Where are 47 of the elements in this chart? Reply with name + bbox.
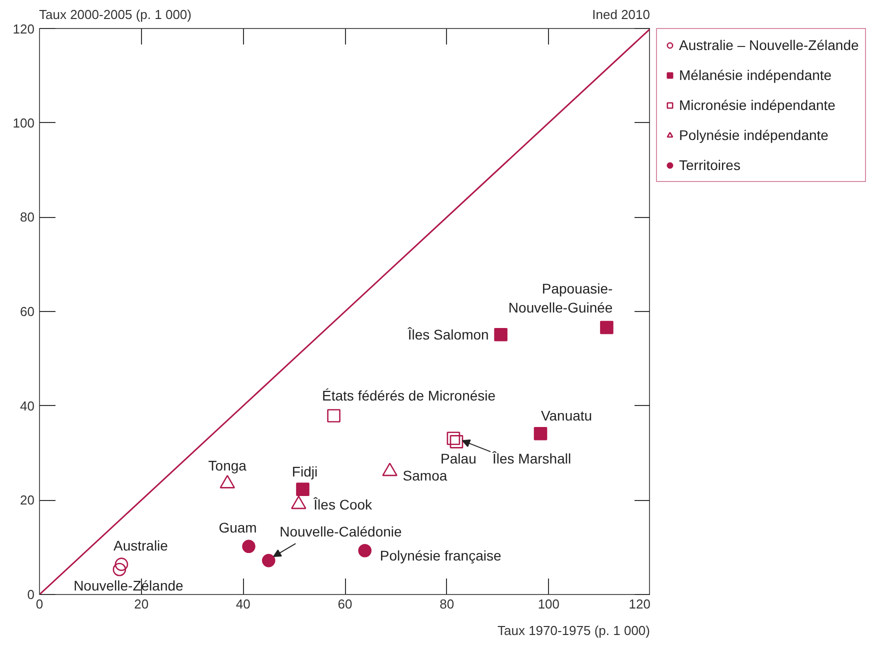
point: [262, 554, 276, 568]
annotation: Îles Marshall: [492, 450, 572, 467]
point: [114, 558, 128, 571]
annotation: Vanuatu: [540, 408, 592, 424]
x-tick-label: 100: [538, 596, 560, 612]
x-tick-label: 40: [236, 596, 250, 612]
point: [242, 540, 256, 554]
text: Ined 2010: [592, 6, 650, 24]
point: [296, 482, 310, 496]
annotation: Australie: [113, 537, 168, 554]
legend-label: Micronésie indépendante: [679, 97, 836, 113]
annotation: Polynésie française: [380, 548, 502, 564]
legend-label: Mélanésie indépendante: [679, 67, 832, 83]
point: [446, 432, 460, 446]
x-tick-label: 60: [338, 596, 352, 612]
x-tick-label: 120: [628, 596, 651, 612]
point: [327, 409, 340, 422]
y-tick-label: 100: [12, 115, 35, 130]
y-tick-label: 120: [12, 22, 35, 36]
legend-label: Polynésie indépendante: [679, 127, 828, 143]
y-tick-label: 80: [20, 210, 35, 225]
annotation: Palau: [440, 450, 476, 466]
annotation: États fédérés de Micronésie: [322, 388, 496, 404]
point: [494, 328, 508, 342]
x-axis-title: Taux 1970-1975 (p. 1 000): [498, 623, 650, 638]
legend-label: Australie – Nouvelle-Zélande: [679, 37, 859, 53]
y-tick-label: 20: [20, 492, 35, 508]
y-tick-label: 0: [27, 587, 35, 602]
y-tick-label: 60: [20, 304, 35, 319]
annotation: Papouasie- Nouvelle-Guinée: [508, 280, 614, 316]
x-tick-label: 20: [134, 596, 149, 612]
annotation: Îles Salomon: [406, 326, 489, 343]
annotation: Samoa: [402, 467, 448, 484]
point: [600, 320, 614, 334]
point: [534, 427, 548, 440]
point: [358, 544, 372, 558]
y-tick-label: 40: [20, 398, 35, 414]
legend-label: Territoires: [679, 157, 740, 173]
annotation: Guam: [218, 519, 257, 536]
annotation: Îles Cook: [312, 496, 374, 512]
annotation: Nouvelle-Calédonie: [280, 524, 402, 540]
y-axis-title: Taux 2000-2005 (p. 1 000): [39, 6, 192, 24]
point: [450, 435, 464, 448]
x-tick-label: 80: [440, 596, 454, 612]
annotation: Tonga: [208, 458, 247, 474]
annotation: Fidji: [292, 463, 318, 480]
point: [112, 562, 126, 576]
